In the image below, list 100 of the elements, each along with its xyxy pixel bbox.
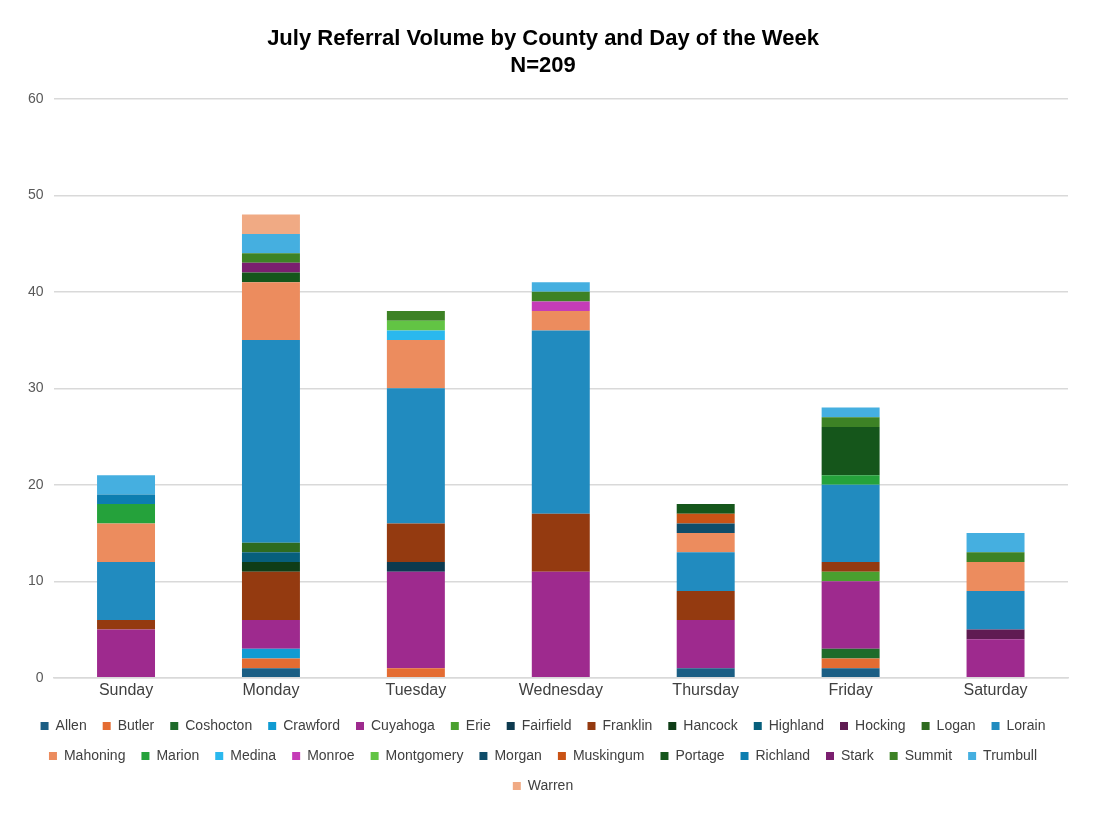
bar [386, 668, 445, 678]
bar [676, 533, 735, 553]
y-tick-label: 30 [27, 379, 44, 396]
bar [97, 523, 156, 562]
bar [966, 562, 1025, 591]
bar [241, 619, 300, 649]
legend-label: Summit [904, 746, 953, 763]
legend-label: Portage [675, 746, 725, 763]
bar [241, 340, 300, 543]
bar [386, 388, 445, 524]
bar [531, 571, 590, 678]
bar [676, 590, 735, 620]
bar [531, 282, 590, 292]
bar [676, 523, 735, 534]
bar [966, 533, 1025, 553]
legend-label: Fairfield [521, 716, 572, 733]
bar [821, 484, 880, 562]
x-tick-label: Monday [242, 680, 300, 698]
bar [966, 590, 1025, 630]
bar [241, 272, 300, 283]
bar [241, 214, 300, 234]
legend-label: Hancock [683, 716, 739, 733]
bar [821, 581, 880, 649]
bar [241, 552, 300, 562]
legend-label: Montgomery [385, 746, 464, 763]
bar [821, 426, 880, 476]
bar [97, 562, 156, 620]
bar [966, 639, 1025, 678]
bar [241, 282, 300, 341]
bar [386, 340, 445, 389]
y-tick-label: 40 [27, 282, 44, 299]
bar [821, 668, 880, 678]
bar [241, 658, 300, 669]
legend-label: Butler [117, 716, 155, 733]
bar [821, 562, 880, 572]
bar [97, 504, 156, 524]
bar [241, 233, 300, 254]
legend-label: Cuyahoga [370, 716, 436, 733]
bar [386, 330, 445, 341]
bar [676, 552, 735, 591]
chart-title: July Referral Volume by County and Day of the Week [267, 25, 820, 51]
x-tick-label: Saturday [963, 680, 1028, 698]
bar [676, 504, 735, 514]
bar [386, 311, 445, 321]
bar [241, 648, 300, 659]
legend-label: Marion [156, 746, 200, 763]
bar [386, 562, 445, 572]
bar [676, 513, 735, 524]
legend-label: Richland [755, 746, 810, 763]
bar [821, 648, 880, 659]
bar [241, 542, 300, 553]
bar [531, 330, 590, 514]
bar [676, 668, 735, 678]
legend-label: Monroe [307, 746, 355, 763]
bar [97, 629, 156, 678]
bar [531, 311, 590, 331]
legend-label: Coshocton [185, 716, 253, 733]
y-tick-label: 60 [27, 89, 44, 106]
legend-label: Logan [936, 716, 976, 733]
y-tick-label: 0 [35, 668, 44, 685]
bar [386, 571, 445, 669]
bar [386, 320, 445, 331]
bar [821, 417, 880, 427]
legend-label: Trumbull [983, 746, 1038, 763]
bar [531, 301, 590, 312]
bar [966, 552, 1025, 562]
x-tick-label: Tuesday [385, 680, 447, 698]
bar [531, 291, 590, 302]
y-tick-label: 20 [27, 475, 44, 492]
bar [821, 571, 880, 582]
bar [821, 407, 880, 418]
legend-label: Mahoning [63, 746, 126, 763]
x-tick-label: Sunday [98, 680, 154, 698]
bar [676, 619, 735, 669]
bar [97, 494, 156, 505]
y-tick-label: 10 [27, 572, 44, 589]
bar [966, 629, 1025, 640]
legend-label: Hocking [855, 716, 906, 733]
legend-label: Morgan [494, 746, 542, 763]
x-tick-label: Friday [828, 680, 873, 698]
bar [97, 475, 156, 495]
bar [241, 262, 300, 273]
legend-label: Muskingum [572, 746, 645, 763]
bar [241, 668, 300, 678]
bar [241, 253, 300, 263]
bar [241, 571, 300, 620]
legend-label: Warren [527, 776, 574, 793]
legend-label: Lorain [1006, 716, 1046, 733]
x-tick-label: Wednesday [518, 680, 603, 698]
bar [241, 562, 300, 572]
bar [531, 513, 590, 572]
legend-label: Highland [768, 716, 825, 733]
legend-label: Stark [840, 746, 875, 763]
legend-label: Franklin [602, 716, 653, 733]
chart-subtitle: N=209 [510, 51, 576, 77]
x-tick-label: Thursday [672, 680, 740, 698]
y-tick-label: 50 [27, 186, 44, 203]
legend-label: Erie [465, 716, 491, 733]
bar [386, 523, 445, 562]
bar [821, 658, 880, 669]
